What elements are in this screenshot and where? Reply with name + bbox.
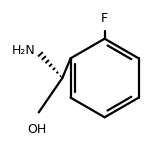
Text: OH: OH (27, 123, 46, 136)
Text: F: F (101, 12, 108, 25)
Text: H₂N: H₂N (12, 44, 36, 57)
